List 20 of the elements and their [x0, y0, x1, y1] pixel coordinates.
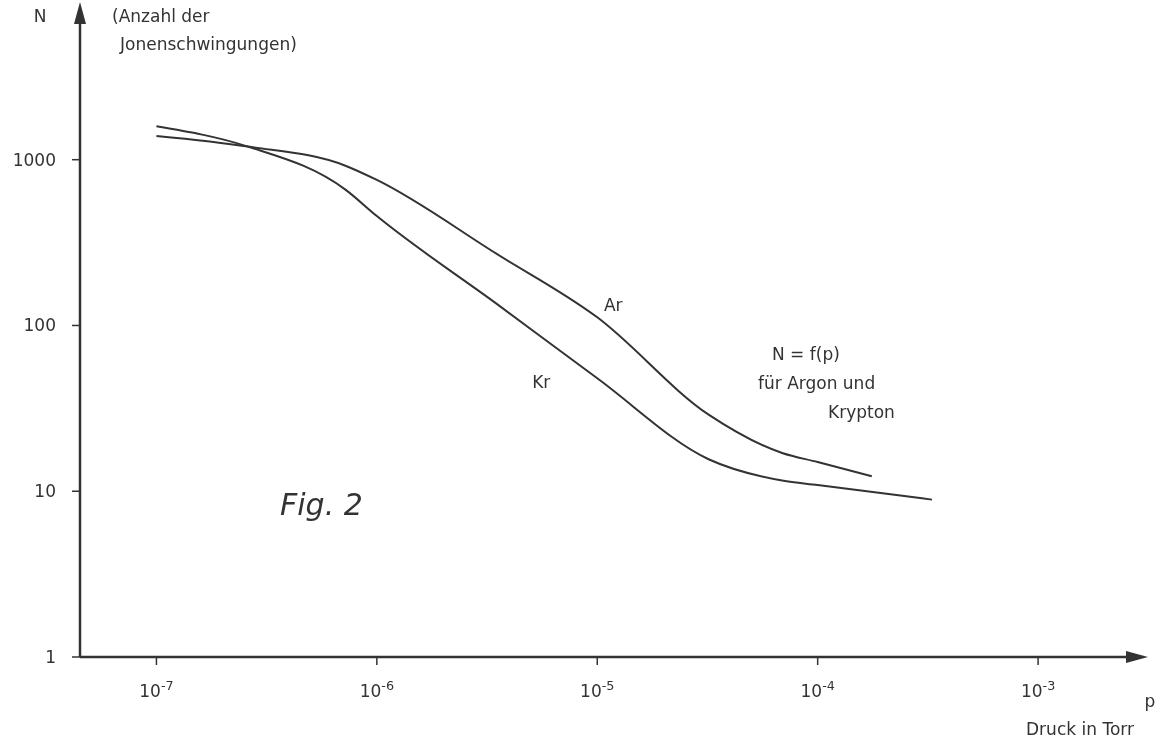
annotation: Fig. 2 — [280, 487, 363, 522]
x-tick-label: 10$^{-3}$ — [1020, 677, 1056, 701]
x-tick-label: 10$^{-5}$ — [580, 677, 615, 701]
x-axis-title: p — [1144, 691, 1156, 711]
x-tick-label: 10$^{-4}$ — [800, 677, 835, 701]
x-tick-label: 10$^{-6}$ — [359, 677, 395, 701]
y-tick-label: 100 — [23, 315, 56, 336]
y-axis-title: N — [33, 6, 47, 26]
text: Druck in Torr — [1026, 719, 1134, 739]
annotation: N = f(p) — [772, 344, 840, 364]
y-tick-label: 10 — [34, 481, 56, 502]
x-tick-label: 10$^{-7}$ — [139, 677, 174, 701]
y-tick-label: 1000 — [12, 149, 56, 170]
series-label: Ar — [603, 295, 623, 316]
annotation: (Anzahl der — [112, 6, 210, 26]
annotation: für Argon und — [758, 373, 876, 393]
y-tick-label: 1 — [45, 647, 56, 667]
annotation: Krypton — [828, 402, 895, 422]
annotation: Jonenschwingungen) — [119, 34, 297, 54]
series-label: Kr — [532, 372, 551, 393]
